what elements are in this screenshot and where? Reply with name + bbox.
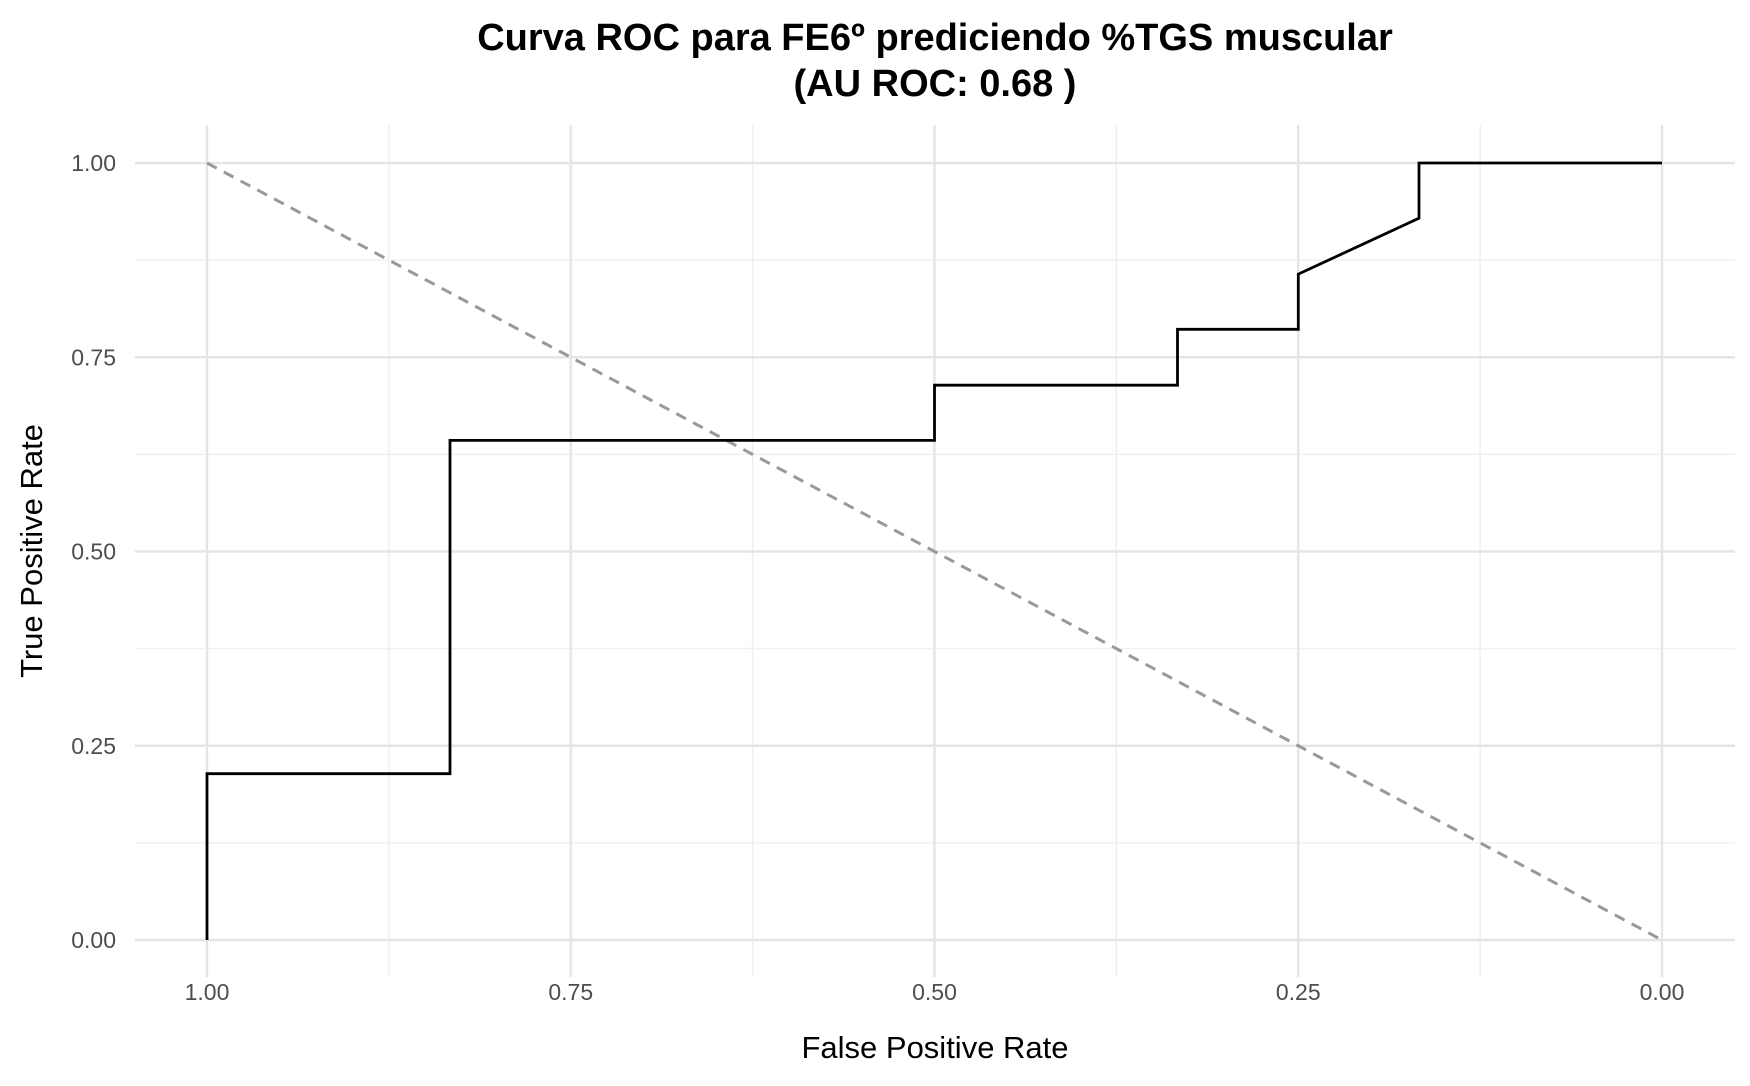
chart-title-line-2: (AU ROC: 0.68 ) bbox=[794, 63, 1077, 105]
chart-title-line-1: Curva ROC para FE6º prediciendo %TGS mus… bbox=[477, 17, 1393, 59]
y-tick-label: 0.25 bbox=[71, 733, 116, 759]
y-axis-title: True Positive Rate bbox=[14, 424, 49, 678]
y-tick-labels: 0.00 0.25 0.50 0.75 1.00 bbox=[71, 150, 116, 953]
y-tick-label: 0.00 bbox=[71, 927, 116, 953]
y-tick-label: 0.75 bbox=[71, 344, 116, 370]
x-tick-label: 0.75 bbox=[548, 979, 593, 1005]
x-tick-label: 1.00 bbox=[185, 979, 230, 1005]
x-tick-label: 0.00 bbox=[1640, 979, 1685, 1005]
x-tick-labels: 1.00 0.75 0.50 0.25 0.00 bbox=[185, 979, 1685, 1005]
x-axis-title: False Positive Rate bbox=[801, 1030, 1068, 1065]
x-tick-label: 0.25 bbox=[1276, 979, 1321, 1005]
y-tick-label: 0.50 bbox=[71, 539, 116, 565]
y-tick-label: 1.00 bbox=[71, 150, 116, 176]
reference-diagonal bbox=[206, 161, 1663, 942]
x-tick-label: 0.50 bbox=[912, 979, 957, 1005]
reference-line bbox=[206, 161, 1663, 942]
roc-series bbox=[205, 161, 1662, 940]
roc-curve-line bbox=[205, 161, 1662, 940]
